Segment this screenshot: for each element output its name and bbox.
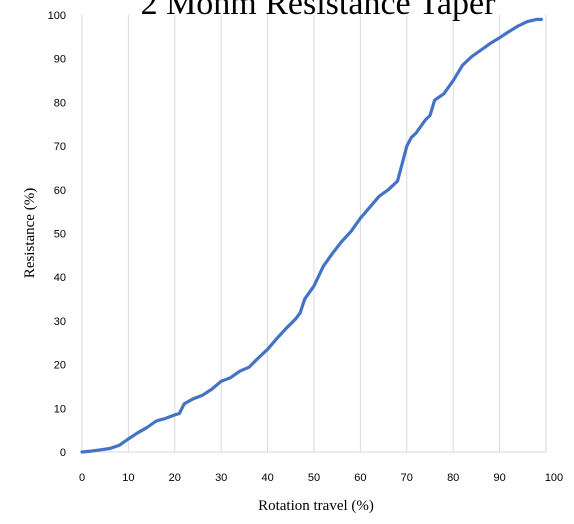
x-tick-label-90: 90 xyxy=(493,472,505,484)
grid-lines xyxy=(81,15,547,453)
x-tick-label-0: 0 xyxy=(79,472,85,484)
y-tick-label-0: 0 xyxy=(60,447,66,459)
y-tick-label-10: 10 xyxy=(54,403,66,415)
x-tick-label-60: 60 xyxy=(354,472,366,484)
x-tick-label-100: 100 xyxy=(545,472,563,484)
y-tick-label-20: 20 xyxy=(54,360,66,372)
series-layer xyxy=(80,17,544,454)
x-tick-label-40: 40 xyxy=(261,472,273,484)
y-tick-labels: 0 10 20 30 40 50 60 70 80 90 100 xyxy=(48,10,66,459)
x-tick-label-20: 20 xyxy=(169,472,181,484)
x-tick-label-50: 50 xyxy=(308,472,320,484)
y-tick-label-100: 100 xyxy=(48,10,66,22)
y-tick-label-90: 90 xyxy=(54,54,66,66)
y-axis-label: Resistance (%) xyxy=(22,188,38,278)
x-tick-label-10: 10 xyxy=(122,472,134,484)
y-tick-label-50: 50 xyxy=(54,229,66,241)
x-axis-label: Rotation travel (%) xyxy=(258,498,374,514)
series-line xyxy=(80,17,544,454)
y-tick-label-60: 60 xyxy=(54,185,66,197)
x-tick-label-80: 80 xyxy=(447,472,459,484)
y-tick-label-30: 30 xyxy=(54,316,66,328)
x-tick-label-30: 30 xyxy=(215,472,227,484)
chart-title: 2 Mohm Resistance Taper xyxy=(141,0,497,22)
x-tick-label-70: 70 xyxy=(401,472,413,484)
y-tick-label-70: 70 xyxy=(54,141,66,153)
x-tick-labels: 0 10 20 30 40 50 60 70 80 90 100 xyxy=(79,472,563,484)
y-tick-label-80: 80 xyxy=(54,97,66,109)
y-tick-label-40: 40 xyxy=(54,272,66,284)
